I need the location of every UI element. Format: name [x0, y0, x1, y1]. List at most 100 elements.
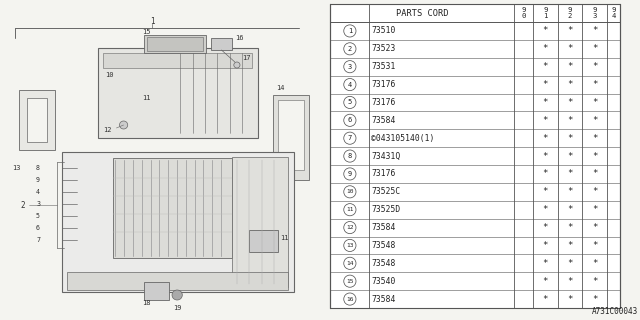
Text: *: * — [592, 27, 597, 36]
Text: 73525D: 73525D — [371, 205, 401, 214]
Text: 5: 5 — [36, 213, 40, 219]
Text: 9
3: 9 3 — [593, 7, 596, 19]
FancyBboxPatch shape — [19, 90, 54, 150]
Text: 19: 19 — [173, 305, 182, 311]
Text: *: * — [592, 169, 597, 179]
Text: *: * — [567, 187, 573, 196]
Text: 7: 7 — [36, 237, 40, 243]
Text: *: * — [592, 98, 597, 107]
Text: *: * — [592, 223, 597, 232]
Text: 9
0: 9 0 — [522, 7, 526, 19]
Text: *: * — [543, 116, 548, 125]
FancyBboxPatch shape — [211, 38, 232, 50]
Text: 15: 15 — [142, 29, 150, 35]
Text: 73548: 73548 — [371, 259, 396, 268]
Text: 10: 10 — [105, 72, 113, 78]
Text: *: * — [567, 169, 573, 179]
Text: 3: 3 — [348, 64, 352, 70]
Text: 2: 2 — [20, 201, 25, 210]
Bar — [103, 53, 252, 68]
Text: *: * — [592, 295, 597, 304]
Text: *: * — [543, 62, 548, 71]
Text: *: * — [567, 62, 573, 71]
Text: *: * — [592, 116, 597, 125]
Text: 73523: 73523 — [371, 44, 396, 53]
Text: 3: 3 — [36, 201, 40, 207]
Circle shape — [120, 121, 128, 129]
Text: 73431Q: 73431Q — [371, 152, 401, 161]
Text: 73510: 73510 — [371, 27, 396, 36]
Text: *: * — [543, 169, 548, 179]
Text: 73176: 73176 — [371, 169, 396, 179]
Text: *: * — [592, 277, 597, 286]
Text: 73531: 73531 — [371, 62, 396, 71]
Text: *: * — [543, 44, 548, 53]
Text: *: * — [592, 152, 597, 161]
Text: *: * — [592, 44, 597, 53]
Text: *: * — [592, 80, 597, 89]
FancyBboxPatch shape — [98, 48, 257, 138]
Text: 18: 18 — [142, 300, 150, 306]
Text: *: * — [567, 259, 573, 268]
Text: 6: 6 — [36, 225, 40, 231]
Text: 11: 11 — [346, 207, 354, 212]
FancyBboxPatch shape — [144, 35, 206, 53]
Text: *: * — [592, 187, 597, 196]
Text: *: * — [543, 259, 548, 268]
Text: *: * — [567, 44, 573, 53]
Text: 8: 8 — [36, 165, 40, 171]
Text: *: * — [567, 241, 573, 250]
Text: *: * — [543, 80, 548, 89]
Text: 4: 4 — [348, 82, 352, 88]
Text: 14: 14 — [276, 85, 285, 91]
Text: 2: 2 — [348, 46, 352, 52]
Text: 12: 12 — [103, 127, 111, 133]
Text: 1: 1 — [348, 28, 352, 34]
Bar — [147, 37, 203, 51]
Bar — [27, 98, 47, 142]
Text: 13: 13 — [346, 243, 354, 248]
Text: 73584: 73584 — [371, 116, 396, 125]
Text: *: * — [543, 27, 548, 36]
Text: 9: 9 — [348, 171, 352, 177]
Text: *: * — [592, 134, 597, 143]
Circle shape — [172, 290, 182, 300]
Circle shape — [234, 62, 240, 68]
Bar — [278, 100, 304, 170]
Text: 8: 8 — [348, 153, 352, 159]
Text: *: * — [592, 62, 597, 71]
FancyBboxPatch shape — [273, 95, 309, 180]
Text: 73176: 73176 — [371, 80, 396, 89]
Text: *: * — [567, 277, 573, 286]
Bar — [232, 157, 289, 287]
FancyBboxPatch shape — [144, 282, 169, 300]
Text: *: * — [567, 205, 573, 214]
Text: 13: 13 — [12, 165, 21, 171]
Text: PARTS CORD: PARTS CORD — [396, 9, 449, 18]
Text: *: * — [543, 152, 548, 161]
Text: 9
1: 9 1 — [543, 7, 547, 19]
Text: *: * — [592, 241, 597, 250]
Text: 6: 6 — [348, 117, 352, 123]
Text: *: * — [567, 80, 573, 89]
Text: ©043105140(1): ©043105140(1) — [371, 134, 435, 143]
Text: *: * — [567, 295, 573, 304]
Text: 73176: 73176 — [371, 98, 396, 107]
Text: 14: 14 — [346, 261, 354, 266]
Text: 11: 11 — [280, 235, 289, 241]
Text: A731C00043: A731C00043 — [592, 307, 638, 316]
Text: *: * — [567, 134, 573, 143]
Text: 17: 17 — [242, 55, 250, 61]
Text: *: * — [567, 98, 573, 107]
Text: 10: 10 — [346, 189, 354, 194]
Text: *: * — [567, 116, 573, 125]
Text: *: * — [543, 134, 548, 143]
FancyBboxPatch shape — [249, 230, 278, 252]
Bar — [67, 272, 289, 290]
Text: *: * — [592, 259, 597, 268]
Text: 5: 5 — [348, 100, 352, 105]
Text: *: * — [567, 27, 573, 36]
Text: 16: 16 — [235, 35, 243, 41]
Text: *: * — [592, 205, 597, 214]
Text: *: * — [543, 187, 548, 196]
